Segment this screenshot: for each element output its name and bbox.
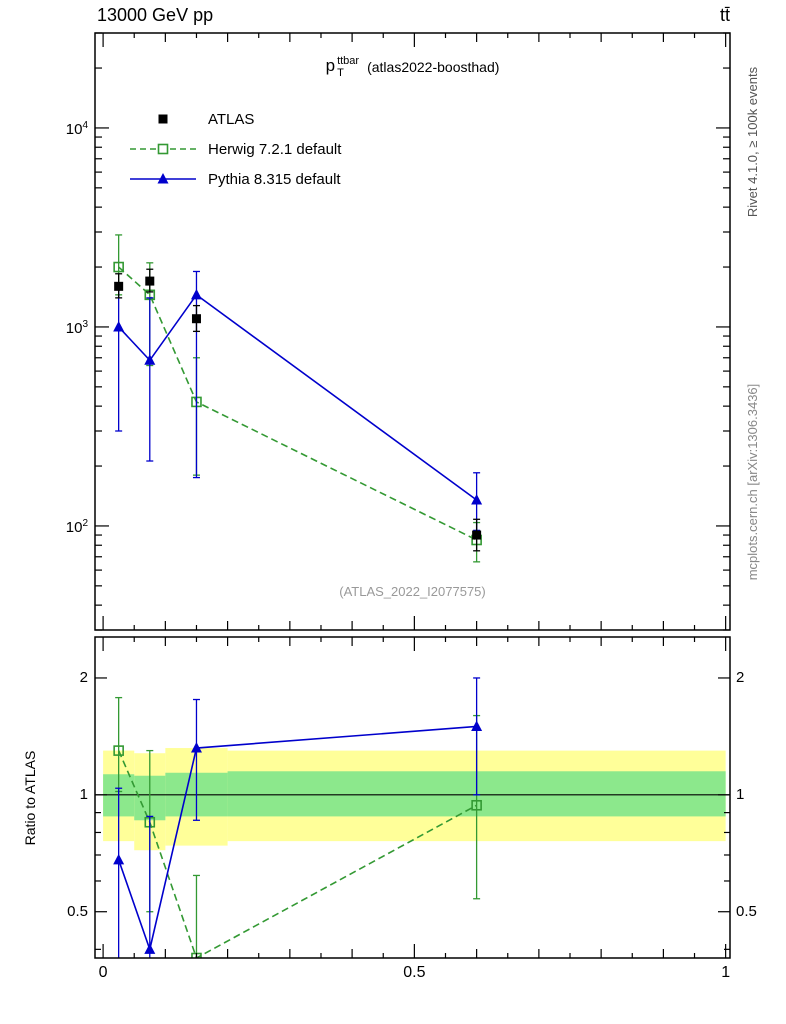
main-y-tick-label: 102 <box>65 517 88 536</box>
main-panel-frame <box>94 32 731 631</box>
process-label: tt̄ <box>719 5 730 25</box>
ratio-y-tick-label-right: 1 <box>736 785 745 803</box>
analysis-watermark: (ATLAS_2022_I2077575) <box>339 584 486 599</box>
axis-ticks <box>95 32 730 958</box>
legend-item-label: ATLAS <box>208 110 255 128</box>
mcplots-arxiv-note: mcplots.cern.ch [arXiv:1306.3436] <box>745 383 760 581</box>
ratio-y-tick-label-right: 0.5 <box>736 902 757 920</box>
series-atlas <box>114 268 482 552</box>
rivet-version-note: Rivet 4.1.0, ≥ 100k events <box>745 66 760 218</box>
series-pythia <box>113 677 483 958</box>
ratio-y-tick-label: 1 <box>79 785 88 803</box>
ratio-panel-frame <box>94 636 731 959</box>
herwig-marker-icon <box>128 139 198 159</box>
beam-energy-label: 13000 GeV pp <box>97 5 214 25</box>
legend-item-pythia: Pythia 8.315 default <box>128 164 341 194</box>
observable-subscript: T <box>337 66 344 79</box>
ratio-y-tick-label-right: 2 <box>736 668 745 686</box>
observable-symbol: p <box>325 56 336 75</box>
atlas-marker-icon <box>128 109 198 129</box>
ratio-y-tick-label: 0.5 <box>67 902 88 920</box>
legend-item-atlas: ATLAS <box>128 104 341 134</box>
legend-item-label: Pythia 8.315 default <box>208 170 341 188</box>
main-y-tick-label: 103 <box>65 318 88 337</box>
legend-item-label: Herwig 7.2.1 default <box>208 140 342 158</box>
x-tick-label: 0.5 <box>403 964 426 981</box>
series-pythia <box>113 270 483 532</box>
main-y-tick-label: 104 <box>65 119 88 138</box>
x-tick-label: 0 <box>98 964 108 981</box>
legend: ATLAS Herwig 7.2.1 default Pythia 8.315 … <box>128 104 341 194</box>
series-herwig <box>113 234 482 563</box>
ratio-y-tick-label: 2 <box>79 668 88 686</box>
analysis-note: (atlas2022-boosthad) <box>367 59 500 75</box>
pythia-marker-icon <box>128 169 198 189</box>
observable-superscript: ttbar <box>337 55 360 67</box>
plot-title: p ttbar T (atlas2022-boosthad) <box>95 55 730 79</box>
observable-scripts: ttbar T <box>337 55 360 79</box>
ratio-axis-title: Ratio to ATLAS <box>22 750 38 846</box>
x-tick-label: 1 <box>721 964 731 981</box>
legend-item-herwig: Herwig 7.2.1 default <box>128 134 341 164</box>
